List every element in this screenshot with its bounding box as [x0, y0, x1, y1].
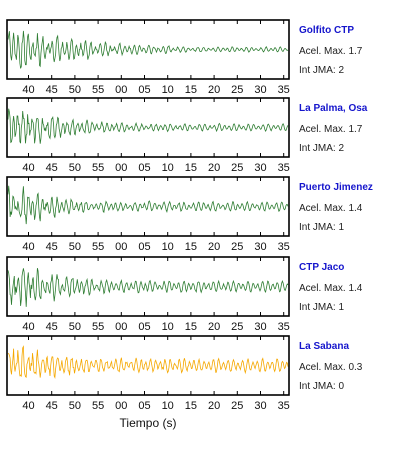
x-tick-label: 15: [185, 162, 197, 174]
x-tick-label: 25: [231, 321, 243, 333]
jma-intensity: Int JMA: 0: [299, 381, 344, 392]
x-tick-label: 35: [278, 321, 290, 333]
x-tick-label: 10: [162, 162, 174, 174]
x-tick-label: 05: [138, 400, 150, 412]
panel-frame: [6, 19, 290, 80]
x-tick-label: 55: [92, 241, 104, 253]
station-panel: 40 45 50 55 00 05 10 15 20 25 30 35 Golfito CTP Acel.…: [6, 19, 363, 96]
x-tick-label: 10: [162, 400, 174, 412]
x-tick-label: 55: [92, 162, 104, 174]
waveform-trace: [7, 268, 289, 307]
x-tick-label: 35: [278, 162, 290, 174]
peak-acceleration: Acel. Max. 1.7: [299, 46, 363, 57]
x-tick-label: 40: [22, 84, 34, 96]
panel-frame: [6, 176, 290, 237]
x-tick-label: 40: [22, 400, 34, 412]
waveform-trace: [7, 345, 289, 380]
x-tick-label: 00: [115, 84, 127, 96]
x-tick-label: 15: [185, 84, 197, 96]
x-tick-label: 35: [278, 400, 290, 412]
x-tick-label: 20: [208, 400, 220, 412]
peak-acceleration: Acel. Max. 1.4: [299, 203, 363, 214]
x-tick-label: 45: [46, 321, 58, 333]
station-panel: 40 45 50 55 00 05 10 15 20 25 30 35 CTP Jaco Acel. Ma…: [6, 256, 363, 333]
x-tick-label: 20: [208, 84, 220, 96]
x-tick-label: 05: [138, 84, 150, 96]
x-tick-label: 50: [69, 162, 81, 174]
x-tick-label: 50: [69, 321, 81, 333]
x-tick-label: 10: [162, 84, 174, 96]
x-tick-label: 15: [185, 321, 197, 333]
x-tick-label: 25: [231, 162, 243, 174]
x-tick-label: 40: [22, 321, 34, 333]
x-tick-label: 45: [46, 84, 58, 96]
x-tick-label: 00: [115, 241, 127, 253]
jma-intensity: Int JMA: 2: [299, 143, 344, 154]
x-tick-label: 55: [92, 84, 104, 96]
x-tick-label: 30: [254, 162, 266, 174]
x-tick-label: 55: [92, 321, 104, 333]
x-tick-label: 15: [185, 241, 197, 253]
station-name: La Palma, Osa: [299, 103, 368, 114]
jma-intensity: Int JMA: 2: [299, 65, 344, 76]
panel-frame: [6, 335, 290, 396]
peak-acceleration: Acel. Max. 1.7: [299, 124, 363, 135]
x-tick-label: 05: [138, 162, 150, 174]
x-tick-label: 20: [208, 241, 220, 253]
waveform-trace: [7, 108, 289, 144]
station-name: Golfito CTP: [299, 25, 354, 36]
x-tick-label: 10: [162, 241, 174, 253]
peak-acceleration: Acel. Max. 0.3: [299, 362, 363, 373]
x-tick-label: 50: [69, 241, 81, 253]
x-tick-label: 55: [92, 400, 104, 412]
x-tick-label: 35: [278, 241, 290, 253]
x-tick-label: 50: [69, 400, 81, 412]
x-tick-label: 30: [254, 84, 266, 96]
x-tick-label: 30: [254, 321, 266, 333]
waveform-trace: [7, 30, 289, 69]
x-tick-label: 20: [208, 162, 220, 174]
x-tick-label: 30: [254, 400, 266, 412]
x-tick-label: 45: [46, 241, 58, 253]
jma-intensity: Int JMA: 1: [299, 222, 344, 233]
panel-frame: [6, 256, 290, 317]
station-name: La Sabana: [299, 341, 349, 352]
peak-acceleration: Acel. Max. 1.4: [299, 283, 363, 294]
x-tick-label: 05: [138, 321, 150, 333]
x-tick-label: 25: [231, 84, 243, 96]
x-axis-label: Tiempo (s): [120, 416, 177, 430]
x-tick-label: 00: [115, 162, 127, 174]
x-tick-label: 30: [254, 241, 266, 253]
x-tick-label: 05: [138, 241, 150, 253]
x-tick-label: 20: [208, 321, 220, 333]
panel-frame: [6, 97, 290, 158]
x-tick-label: 40: [22, 162, 34, 174]
x-tick-label: 25: [231, 400, 243, 412]
x-tick-label: 35: [278, 84, 290, 96]
x-tick-label: 50: [69, 84, 81, 96]
x-tick-label: 00: [115, 400, 127, 412]
station-panel: 40 45 50 55 00 05 10 15 20 25 30 35 Puerto Jimenez Ac…: [6, 176, 373, 253]
x-tick-label: 10: [162, 321, 174, 333]
x-tick-label: 45: [46, 162, 58, 174]
station-name: Puerto Jimenez: [299, 182, 373, 193]
station-panel: 40 45 50 55 00 05 10 15 20 25 30 35 La Sabana Acel. M…: [6, 335, 363, 412]
waveform-trace: [7, 185, 289, 225]
station-name: CTP Jaco: [299, 262, 344, 273]
x-tick-label: 45: [46, 400, 58, 412]
x-tick-label: 00: [115, 321, 127, 333]
x-tick-label: 40: [22, 241, 34, 253]
x-tick-label: 25: [231, 241, 243, 253]
x-tick-label: 15: [185, 400, 197, 412]
station-panel: 40 45 50 55 00 05 10 15 20 25 30 35 La Palma, Osa Ace…: [6, 97, 368, 174]
jma-intensity: Int JMA: 1: [299, 302, 344, 313]
